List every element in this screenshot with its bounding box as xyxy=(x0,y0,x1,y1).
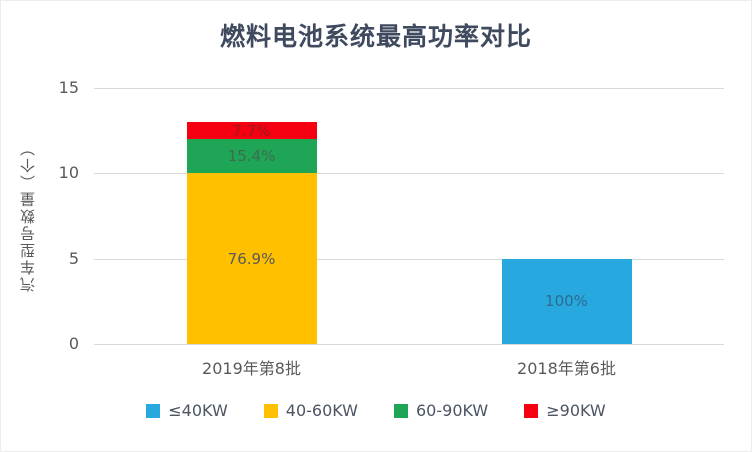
bar-segment-60-90KW: 15.4% xyxy=(186,139,317,174)
bar-segment-≤40KW: 100% xyxy=(501,258,632,344)
bar-segment-40-60KW: 76.9% xyxy=(186,173,317,344)
y-tick-label: 5 xyxy=(68,248,79,268)
legend-label: ≥90KW xyxy=(546,401,606,420)
chart-title: 燃料电池系统最高功率对比 xyxy=(219,22,532,51)
gridline xyxy=(94,88,724,89)
x-axis-label: 2018年第6批 xyxy=(517,359,616,378)
legend-swatch xyxy=(146,403,161,418)
legend: ≤40KW 40-60KW 60-90KW ≥90KW xyxy=(1,401,751,420)
legend-label: 40-60KW xyxy=(285,401,358,420)
bar-data-label: 76.9% xyxy=(227,249,276,268)
legend-item: ≤40KW xyxy=(146,401,228,420)
legend-label: ≤40KW xyxy=(168,401,228,420)
bar-data-label: 100% xyxy=(545,292,588,311)
bar-data-label: 7.7% xyxy=(232,121,271,140)
legend-swatch xyxy=(524,403,539,418)
gridline xyxy=(94,344,724,345)
legend-label: 60-90KW xyxy=(416,401,489,420)
legend-item: ≥90KW xyxy=(524,401,606,420)
legend-item: 40-60KW xyxy=(263,401,358,420)
bar-segment-≥90KW: 7.7% xyxy=(186,121,317,140)
gridline xyxy=(94,258,724,260)
x-axis-label: 2019年第8批 xyxy=(202,359,301,378)
y-tick-label: 10 xyxy=(58,163,79,183)
gridline xyxy=(94,173,724,175)
y-tick-label: 0 xyxy=(68,334,79,353)
bar-data-label: 15.4% xyxy=(227,147,276,166)
legend-item: 60-90KW xyxy=(394,401,488,420)
y-tick-label: 15 xyxy=(58,78,79,97)
legend-swatch xyxy=(263,403,278,418)
legend-swatch xyxy=(394,403,408,418)
